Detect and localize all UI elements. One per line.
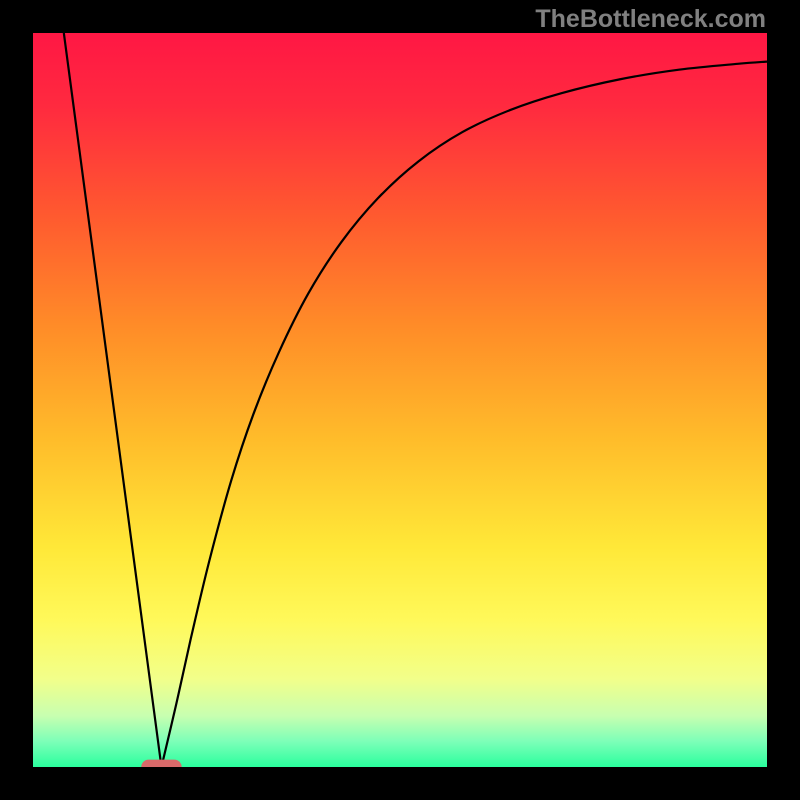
chart-background [33, 33, 767, 767]
optimal-point-marker [141, 760, 181, 767]
chart-plot-area [33, 33, 767, 767]
chart-svg [33, 33, 767, 767]
watermark-text: TheBottleneck.com [535, 5, 766, 34]
